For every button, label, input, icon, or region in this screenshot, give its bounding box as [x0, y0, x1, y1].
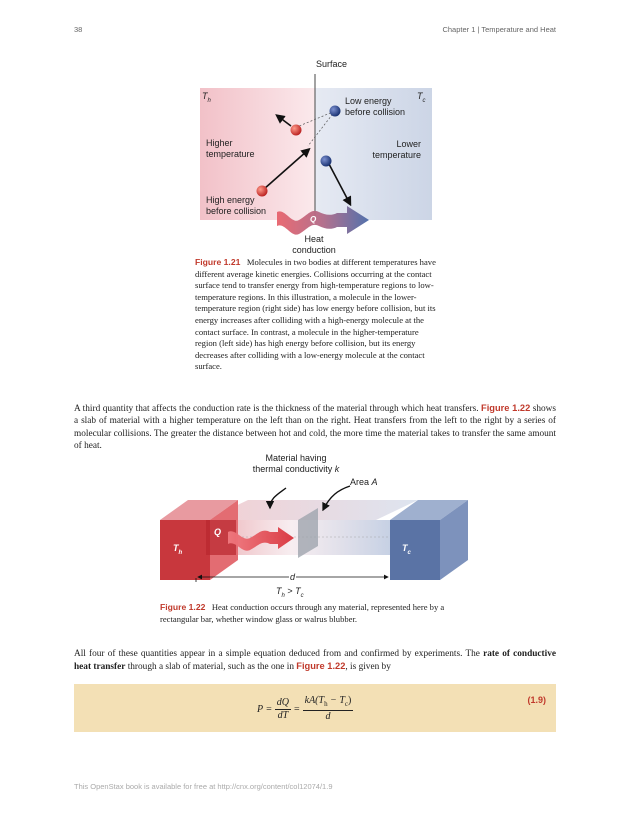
eq-fraction-1: dQ dT: [274, 696, 291, 722]
cold-block: [390, 520, 440, 580]
heat-conduction-line2: conduction: [292, 244, 336, 255]
figure-1-21-illustration: [200, 74, 432, 235]
th-label: Th: [202, 91, 211, 106]
high-energy-molecule-before: [256, 185, 268, 197]
area-label: Area A: [350, 477, 378, 488]
tc-block-symbol: T: [402, 543, 408, 553]
equation-box: P = dQ dT = kA(Th − Tc) d (1.9): [74, 684, 556, 732]
higher-temperature-line1: Higher: [206, 138, 233, 148]
paragraph-rate-equation: All four of these quantities appear in a…: [74, 648, 556, 674]
paragraph-2-text-a: All four of these quantities appear in a…: [74, 649, 484, 659]
lower-temperature-line2: temperature: [372, 149, 421, 160]
area-plane: [298, 508, 318, 558]
heat-conduction-arrow: [277, 206, 369, 235]
figure-1-22-number: Figure 1.22: [160, 602, 206, 612]
tc-block-subscript: c: [407, 549, 411, 556]
relation-th-sub: h: [281, 592, 285, 599]
eq-frac1-den: dT: [277, 709, 289, 721]
eq-equals-1: =: [266, 703, 272, 715]
hot-region: [200, 88, 315, 220]
low-energy-label: Low energy before collision: [345, 96, 405, 117]
th-block-label: Th: [173, 543, 182, 558]
eq-frac2-num-end: ): [348, 695, 352, 706]
relation-tc: T: [295, 586, 301, 596]
high-energy-molecule-after: [290, 124, 302, 136]
heat-flow-arrow: [228, 527, 294, 551]
paragraph-2-text-b: through a slab of material, such as the …: [125, 662, 297, 673]
low-energy-molecule-after: [320, 155, 332, 167]
material-label-text: thermal conductivity: [252, 463, 333, 474]
th-symbol: T: [202, 91, 208, 101]
eq-frac1-num: dQ: [274, 696, 291, 710]
q-label: Q: [310, 215, 317, 224]
heat-conduction-label: Heat conduction: [288, 234, 340, 255]
rate-of-conductive-heat-transfer-term: rate of conductive heat transfer: [74, 649, 556, 673]
area-symbol: A: [371, 477, 378, 487]
figure-1-21-caption-text: Molecules in two bodies at different tem…: [195, 257, 436, 372]
lower-temperature-label: Lower temperature: [369, 139, 421, 160]
eq-frac2-num-a: kA(T: [304, 695, 325, 706]
material-label: Material having thermal conductivity k: [246, 453, 346, 474]
relation-operator: >: [287, 586, 293, 596]
temperature-relation: Th > Tc: [276, 586, 304, 601]
tc-subscript: c: [422, 97, 426, 104]
eq-frac2-sub-c: c: [344, 700, 348, 708]
high-energy-label-line1: High energy: [206, 195, 255, 205]
eq-equals-2: =: [293, 703, 300, 715]
tc-symbol: T: [417, 91, 423, 101]
k-symbol: k: [334, 463, 340, 474]
equation-number: (1.9): [527, 695, 546, 705]
figure-1-21-caption: Figure 1.21 Molecules in two bodies at d…: [195, 257, 440, 373]
low-energy-label-line1: Low energy: [345, 96, 392, 106]
area-label-text: Area: [350, 477, 370, 487]
heat-conduction-line1: Heat: [304, 234, 324, 244]
surface-label: Surface: [316, 59, 348, 69]
tc-block-label: Tc: [402, 543, 411, 558]
paragraph-2-text-c: , is given by: [345, 662, 391, 673]
paragraph-1-text-a: A third quantity that affects the conduc…: [74, 404, 482, 414]
figure-1-22-link[interactable]: Figure 1.22: [481, 403, 531, 413]
material-label-line2: thermal conductivity k: [246, 464, 346, 475]
page-number: 38: [74, 25, 83, 34]
paragraph-1-text-b: shows a slab of material with a higher t…: [74, 404, 556, 452]
material-label-line1: Material having: [265, 453, 327, 463]
high-energy-label-line2: before collision: [206, 205, 267, 216]
tc-label: Tc: [417, 91, 426, 106]
higher-temperature-line2: temperature: [206, 148, 255, 159]
figure-1-21-number: Figure 1.21: [195, 257, 241, 267]
th-subscript: h: [207, 97, 211, 104]
higher-temperature-label: Higher temperature: [206, 138, 255, 159]
chapter-title: Chapter 1 | Temperature and Heat: [442, 25, 556, 34]
relation-th: T: [276, 586, 282, 596]
relation-tc-sub: c: [300, 592, 304, 599]
hot-block: [160, 520, 210, 580]
th-block-subscript: h: [178, 549, 183, 556]
figure-1-22-caption-text: Heat conduction occurs through any mater…: [160, 602, 445, 624]
d-label: d: [289, 572, 297, 583]
q-flow-label: Q: [214, 527, 222, 537]
eq-frac2-num: kA(Th − Tc): [302, 695, 354, 711]
low-energy-label-line2: before collision: [345, 106, 406, 117]
low-energy-molecule-before: [329, 105, 341, 117]
figure-1-22: Material having thermal conductivity k A…: [158, 450, 473, 600]
eq-fraction-2: kA(Th − Tc) d: [302, 695, 354, 723]
figure-1-22-illustration: [160, 485, 468, 582]
equation-1-9: P = dQ dT = kA(Th − Tc) d: [257, 695, 354, 723]
eq-frac2-sub-h: h: [324, 700, 328, 708]
paragraph-thickness: A third quantity that affects the conduc…: [74, 402, 556, 453]
lower-temperature-line1: Lower: [396, 139, 421, 149]
figure-1-22-link-2[interactable]: Figure 1.22: [296, 661, 346, 672]
eq-frac2-num-mid: − T: [327, 695, 345, 706]
footer-note: This OpenStax book is available for free…: [74, 782, 333, 791]
figure-1-21: Surface Th Tc Low energy before collisio…: [195, 56, 440, 256]
th-block-symbol: T: [173, 543, 179, 553]
high-energy-label: High energy before collision: [206, 195, 266, 216]
eq-frac2-den: d: [325, 711, 331, 722]
eq-lhs: P: [257, 703, 264, 715]
figure-1-22-caption: Figure 1.22 Heat conduction occurs throu…: [160, 602, 480, 625]
